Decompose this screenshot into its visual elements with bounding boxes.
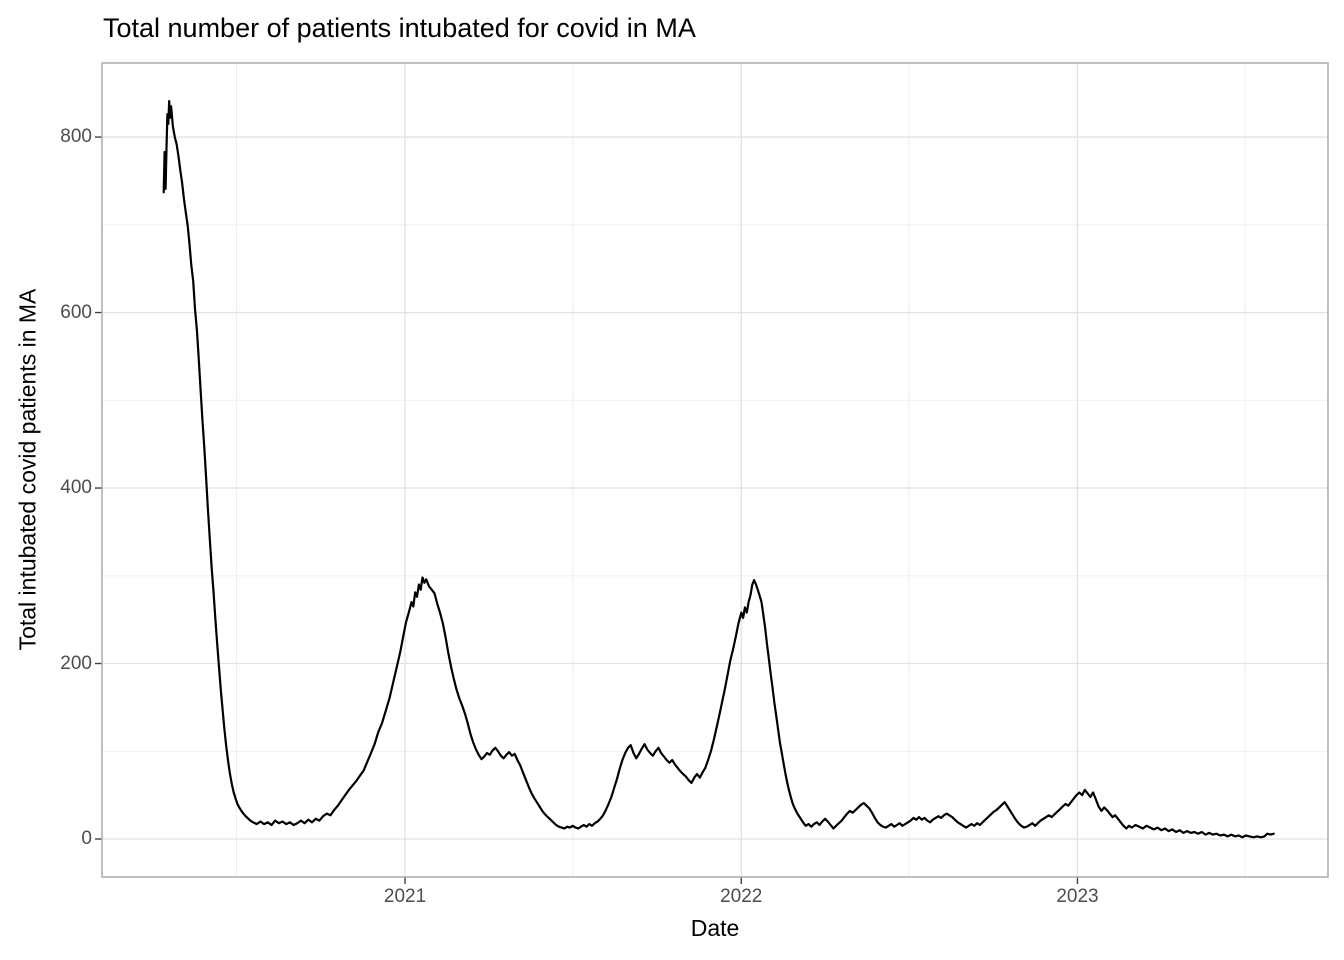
y-tick-label: 400 (60, 477, 92, 499)
chart-title: Total number of patients intubated for c… (103, 13, 696, 43)
y-tick-label: 0 (81, 828, 92, 849)
series-line (162, 99, 1275, 839)
x-tick-label: 2023 (1056, 886, 1099, 907)
y-axis-title: Total intubated covid patients in MA (14, 288, 41, 651)
y-tick-label: 600 (60, 301, 92, 323)
x-tick-label: 2021 (383, 886, 427, 907)
y-tick-label: 800 (60, 126, 92, 148)
y-tick-label: 200 (60, 652, 92, 674)
x-axis-title: Date (690, 915, 740, 941)
x-tick-label: 2022 (720, 886, 763, 907)
panel-border (101, 62, 1329, 878)
